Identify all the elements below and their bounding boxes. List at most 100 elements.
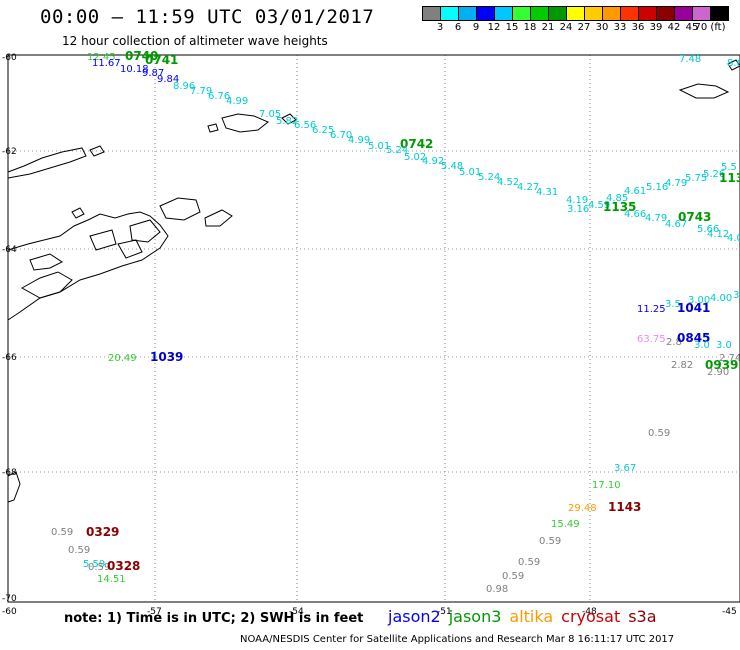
units-note: note: 1) Time is in UTC; 2) SWH is in fe…	[64, 611, 364, 626]
longitude-label: -54	[289, 607, 304, 617]
wave-height-label: 5.26	[703, 169, 725, 180]
color-scale-label: 33	[613, 22, 627, 33]
longitude-label: -51	[437, 607, 452, 617]
latitude-label: -70	[2, 594, 17, 604]
island	[20, 271, 73, 299]
wave-height-label: 4.67	[665, 219, 687, 230]
wave-height-label: 17.10	[592, 480, 621, 491]
pass-time-label: 0743	[678, 210, 711, 224]
color-scale-label: 30	[595, 22, 609, 33]
map-title: 00:00 – 11:59 UTC 03/01/2017	[40, 6, 375, 28]
island	[29, 253, 63, 271]
latitude-label: -66	[2, 353, 17, 363]
wave-height-label: 2.82	[671, 360, 693, 371]
wave-height-label: 0.59	[51, 527, 73, 538]
wave-height-label: 11.67	[92, 58, 121, 69]
wave-height-label: 0.59	[539, 536, 561, 547]
wave-height-label: 4.61	[624, 186, 646, 197]
wave-height-label: 4.99	[348, 135, 370, 146]
longitude-labels: -60 -57 -54 -51 -48 -45	[2, 607, 737, 617]
color-swatch	[710, 6, 729, 21]
map-frame	[7, 54, 740, 603]
color-scale-label: 3	[436, 22, 444, 33]
coastline	[7, 59, 740, 503]
color-scale-label: 15	[505, 22, 519, 33]
wave-height-label: 12.45	[87, 52, 116, 63]
longitude-label: -60	[2, 607, 17, 617]
wave-height-label: 4.85	[606, 193, 628, 204]
island	[207, 123, 219, 133]
longitude-label: -57	[147, 607, 162, 617]
pass-time-label: 1039	[150, 350, 183, 364]
legend-cryosat: cryosat	[561, 607, 621, 626]
wave-height-label: 3.0	[694, 340, 710, 351]
pass-time-label: 0845	[677, 331, 710, 345]
legend-jason2: jason2	[388, 607, 441, 626]
legend-jason3: jason3	[448, 607, 502, 626]
wave-height-label: 5.24	[386, 145, 408, 156]
color-scale-label: 39	[649, 22, 663, 33]
color-scale-label: 70 (ft)	[694, 22, 726, 33]
island	[89, 229, 117, 251]
pass-time-label: 1041	[677, 301, 710, 315]
wave-height-label: 2.90	[707, 367, 729, 378]
wave-height-label: 3.00	[688, 295, 710, 306]
wave-height-label: 6.25	[312, 125, 334, 136]
color-scale-label: 27	[577, 22, 591, 33]
color-scale-label: 21	[541, 22, 555, 33]
island	[727, 59, 740, 71]
wave-height-label: 4.31	[536, 187, 558, 198]
legend-altika: altika	[509, 607, 554, 626]
wave-height-label: 5.82	[276, 116, 298, 127]
color-scale-bar	[422, 6, 729, 21]
wave-height-label: 3.5	[665, 299, 681, 310]
color-scale-label: 9	[472, 22, 480, 33]
south-orkney-islands	[221, 113, 269, 133]
latitude-label: -60	[2, 53, 17, 63]
wave-height-label: 0.98	[486, 584, 508, 595]
color-scale-label: 36	[631, 22, 645, 33]
wave-height-label: 4.79	[645, 213, 667, 224]
wave-height-label: 9.87	[142, 68, 164, 79]
color-scale-label: 42	[667, 22, 681, 33]
wave-height-label: 4.79	[665, 178, 687, 189]
wave-height-label: 2.8	[666, 337, 682, 348]
island	[204, 209, 233, 227]
wave-height-label: 14.51	[97, 574, 126, 585]
satellite-legend: jason2 jason3 altika cryosat s3a	[388, 607, 665, 626]
wave-height-label: 5.5	[721, 162, 737, 173]
wave-height-label: 0.59	[518, 557, 540, 568]
wave-height-label: 4.00	[710, 293, 732, 304]
latitude-label: -68	[2, 468, 17, 478]
wave-height-label: 7.48	[679, 54, 701, 65]
island	[159, 197, 201, 221]
pass-time-label: 0328	[107, 559, 140, 573]
pass-time-label: 0740	[125, 49, 158, 63]
wave-height-label: 5.75	[685, 173, 707, 184]
wave-height-label: 5.01	[459, 167, 481, 178]
wave-height-label: 5.16	[646, 182, 668, 193]
pass-time-label: 0741	[145, 53, 178, 67]
latitude-label: -62	[2, 147, 17, 157]
wave-height-label: 2.74	[719, 353, 740, 364]
pass-time-label: 1143	[608, 500, 641, 514]
wave-height-label: 4.99	[226, 96, 248, 107]
color-scale-label: 18	[523, 22, 537, 33]
island	[117, 239, 143, 259]
wave-height-label: 5.48	[441, 161, 463, 172]
wave-height-label: 5.01	[368, 141, 390, 152]
map-subtitle: 12 hour collection of altimeter wave hei…	[62, 34, 328, 48]
island	[129, 219, 161, 243]
wave-height-label: 0.59	[648, 428, 670, 439]
wave-height-label: 4.0	[727, 233, 740, 244]
pass-time-label: 0742	[400, 137, 433, 151]
color-scale-label: 12	[487, 22, 501, 33]
wave-height-label: 8.6	[727, 58, 740, 69]
color-scale-label: 6	[454, 22, 462, 33]
wave-height-label: 0.59	[502, 571, 524, 582]
legend-s3a: s3a	[628, 607, 657, 626]
wave-height-label: 3.	[733, 290, 740, 301]
wave-height-label: 7.05	[259, 109, 281, 120]
